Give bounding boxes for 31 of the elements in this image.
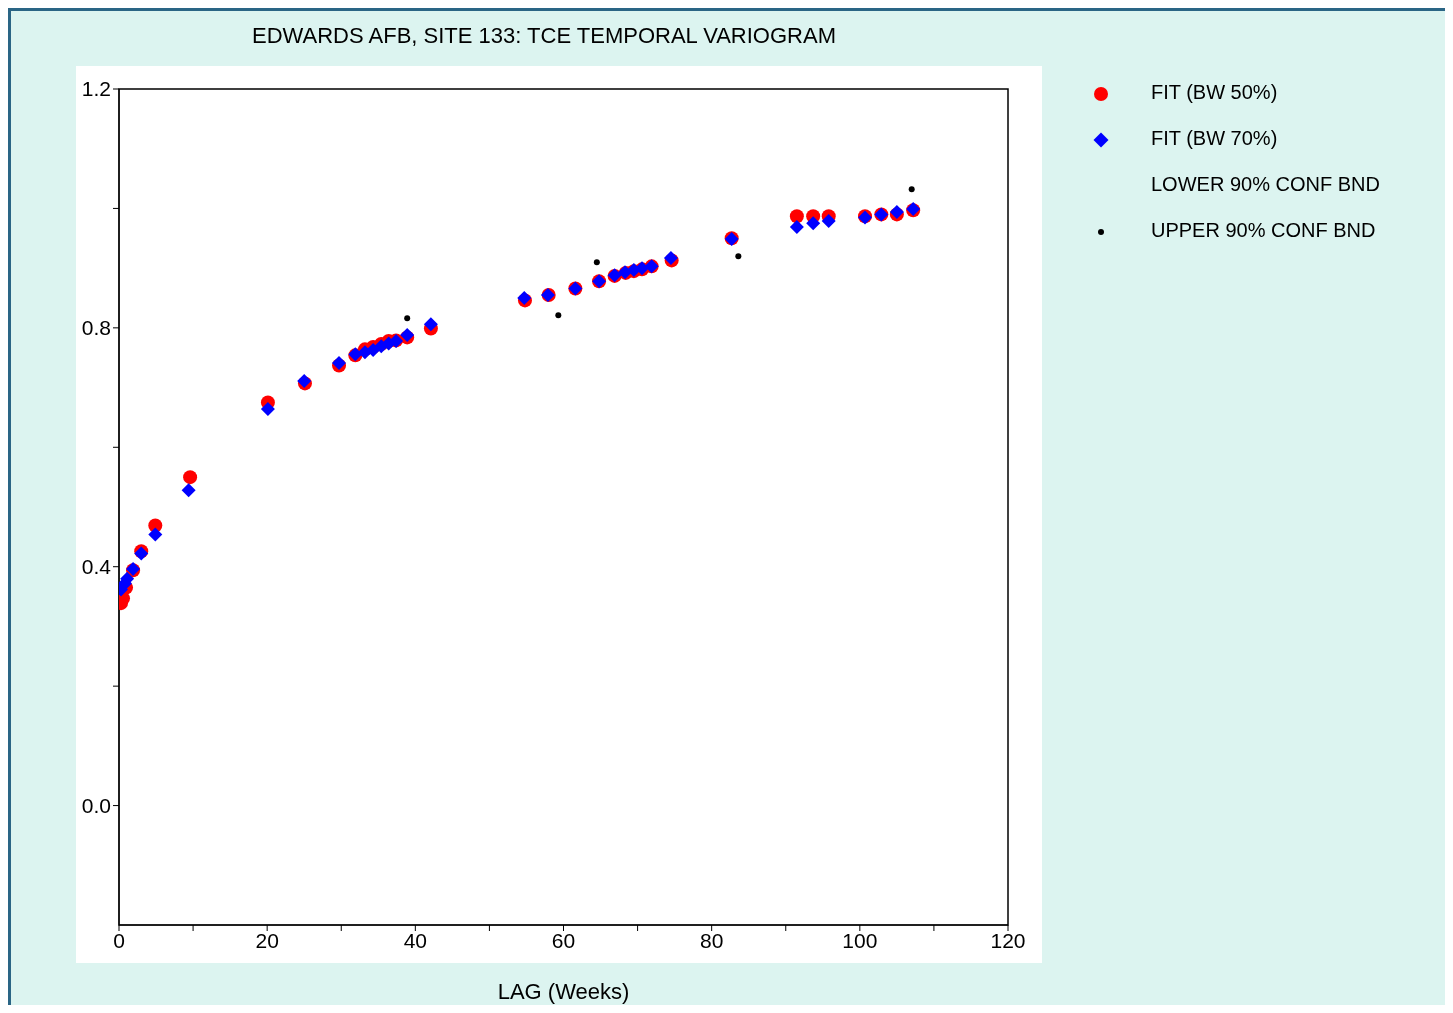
x-tick-label: 60: [551, 928, 576, 952]
point: [423, 317, 438, 332]
x-tick-label: 40: [403, 928, 428, 952]
x-tick-label: 20: [255, 928, 279, 952]
point: [181, 483, 196, 498]
point: [789, 219, 804, 234]
point: [789, 209, 804, 224]
chart-title: EDWARDS AFB, SITE 133: TCE TEMPORAL VARIOGRAM: [251, 23, 837, 49]
point: [148, 527, 163, 542]
y-tick-label: 0.8: [81, 316, 111, 340]
point: [735, 253, 742, 260]
point: [821, 213, 836, 228]
legend-label: FIT (BW 50%): [1151, 80, 1278, 104]
point: [404, 315, 411, 322]
point: [908, 186, 915, 193]
x-tick-label: 0: [113, 928, 125, 952]
x-tick-label: 120: [990, 928, 1026, 952]
x-axis-title: LAG (Weeks): [496, 979, 631, 1005]
point: [555, 312, 562, 319]
point: [806, 216, 821, 231]
x-tick-label: 100: [842, 928, 878, 952]
point: [183, 470, 198, 485]
y-tick-label: 0.0: [81, 794, 111, 818]
legend-label: UPPER 90% CONF BND: [1151, 218, 1376, 242]
legend-label: LOWER 90% CONF BND: [1151, 172, 1380, 196]
point: [260, 402, 275, 417]
point: [593, 259, 600, 266]
y-tick-label: 0.4: [81, 555, 112, 579]
y-tick-label: 1.2: [81, 77, 111, 101]
legend-label: FIT (BW 70%): [1151, 126, 1278, 150]
x-tick-label: 80: [699, 928, 724, 952]
